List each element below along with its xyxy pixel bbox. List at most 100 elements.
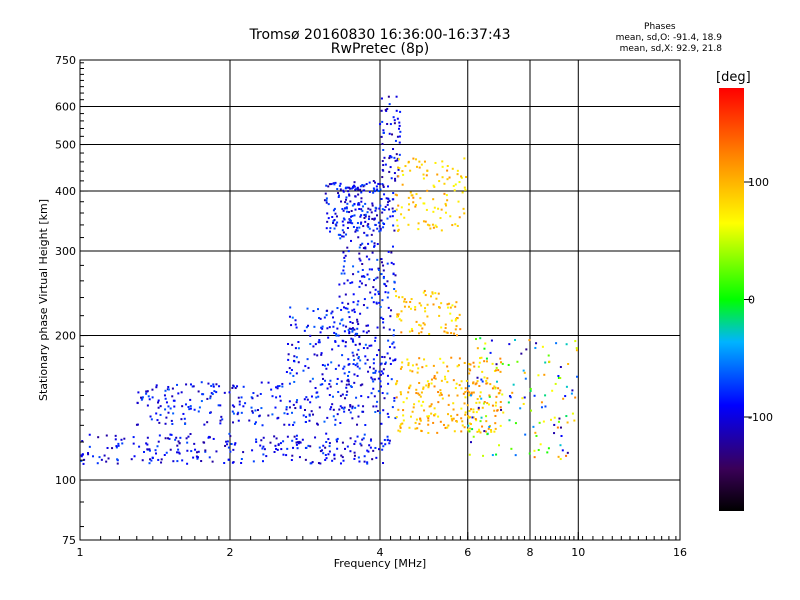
data-point	[372, 187, 375, 190]
data-point	[285, 408, 288, 411]
data-point	[389, 154, 392, 157]
data-point	[178, 442, 181, 445]
data-point	[274, 444, 277, 447]
data-point	[345, 233, 348, 236]
data-point	[203, 423, 206, 426]
data-point	[377, 290, 380, 293]
data-point	[415, 392, 418, 395]
data-point	[356, 353, 359, 356]
data-point	[459, 328, 462, 331]
data-point	[382, 277, 385, 280]
data-point	[337, 194, 340, 197]
data-point	[441, 397, 444, 400]
data-point	[343, 330, 346, 333]
data-point	[395, 295, 398, 298]
data-point	[448, 176, 451, 179]
data-point	[294, 407, 297, 410]
data-point	[374, 369, 377, 372]
data-point	[458, 357, 461, 360]
data-point	[418, 302, 421, 305]
data-point	[544, 394, 547, 397]
data-point	[384, 362, 387, 365]
data-point	[377, 182, 380, 185]
data-point	[403, 298, 406, 301]
data-point	[276, 417, 279, 420]
data-point	[358, 335, 361, 338]
data-point	[378, 183, 381, 186]
data-point	[398, 167, 401, 170]
data-point	[474, 417, 477, 420]
data-point	[321, 327, 324, 330]
data-point	[186, 462, 189, 465]
data-point	[307, 366, 310, 369]
data-point	[326, 309, 329, 312]
data-point	[336, 437, 339, 440]
data-point	[397, 168, 400, 171]
data-point	[310, 410, 313, 413]
data-point	[371, 204, 374, 207]
data-point	[353, 443, 356, 446]
data-point	[374, 293, 377, 296]
data-point	[349, 385, 352, 388]
data-point	[314, 387, 317, 390]
data-point	[436, 173, 439, 176]
data-point	[157, 440, 160, 443]
data-point	[491, 362, 494, 365]
data-point	[146, 436, 149, 439]
data-point	[231, 386, 234, 389]
data-point	[226, 440, 229, 443]
data-point	[398, 121, 401, 124]
data-point	[327, 438, 330, 441]
data-point	[456, 365, 459, 368]
data-point	[374, 209, 377, 212]
data-point	[364, 362, 367, 365]
data-point	[159, 413, 162, 416]
data-point	[312, 309, 315, 312]
data-point	[276, 387, 279, 390]
data-point	[292, 359, 295, 362]
data-point	[81, 440, 84, 443]
data-point	[260, 381, 263, 384]
data-point	[362, 304, 365, 307]
data-point	[469, 394, 472, 397]
data-point	[323, 199, 326, 202]
data-point	[540, 401, 543, 404]
data-point	[440, 302, 443, 305]
data-point	[439, 392, 442, 395]
data-point	[115, 446, 118, 449]
data-point	[356, 332, 359, 335]
data-point	[336, 413, 339, 416]
y-tick-label: 100	[55, 474, 76, 487]
data-point	[184, 422, 187, 425]
data-point	[303, 329, 306, 332]
data-point	[232, 421, 235, 424]
data-point	[321, 373, 324, 376]
data-point	[136, 402, 139, 405]
data-point	[557, 455, 560, 458]
data-point	[430, 412, 433, 415]
data-point	[478, 428, 481, 431]
data-point	[178, 452, 181, 455]
data-point	[186, 449, 189, 452]
data-point	[146, 404, 149, 407]
data-point	[287, 358, 290, 361]
data-point	[356, 374, 359, 377]
data-point	[238, 400, 241, 403]
data-point	[335, 440, 338, 443]
data-point	[464, 396, 467, 399]
data-point	[336, 221, 339, 224]
data-point	[286, 435, 289, 438]
data-point	[402, 409, 405, 412]
data-point	[353, 457, 356, 460]
data-point	[251, 449, 254, 452]
data-point	[366, 211, 369, 214]
data-point	[342, 251, 345, 254]
data-point	[196, 457, 199, 460]
data-point	[397, 313, 400, 316]
data-point	[456, 317, 459, 320]
data-point	[571, 412, 574, 415]
data-point	[351, 330, 354, 333]
data-point	[388, 103, 391, 106]
data-point	[380, 97, 383, 100]
data-point	[446, 178, 449, 181]
